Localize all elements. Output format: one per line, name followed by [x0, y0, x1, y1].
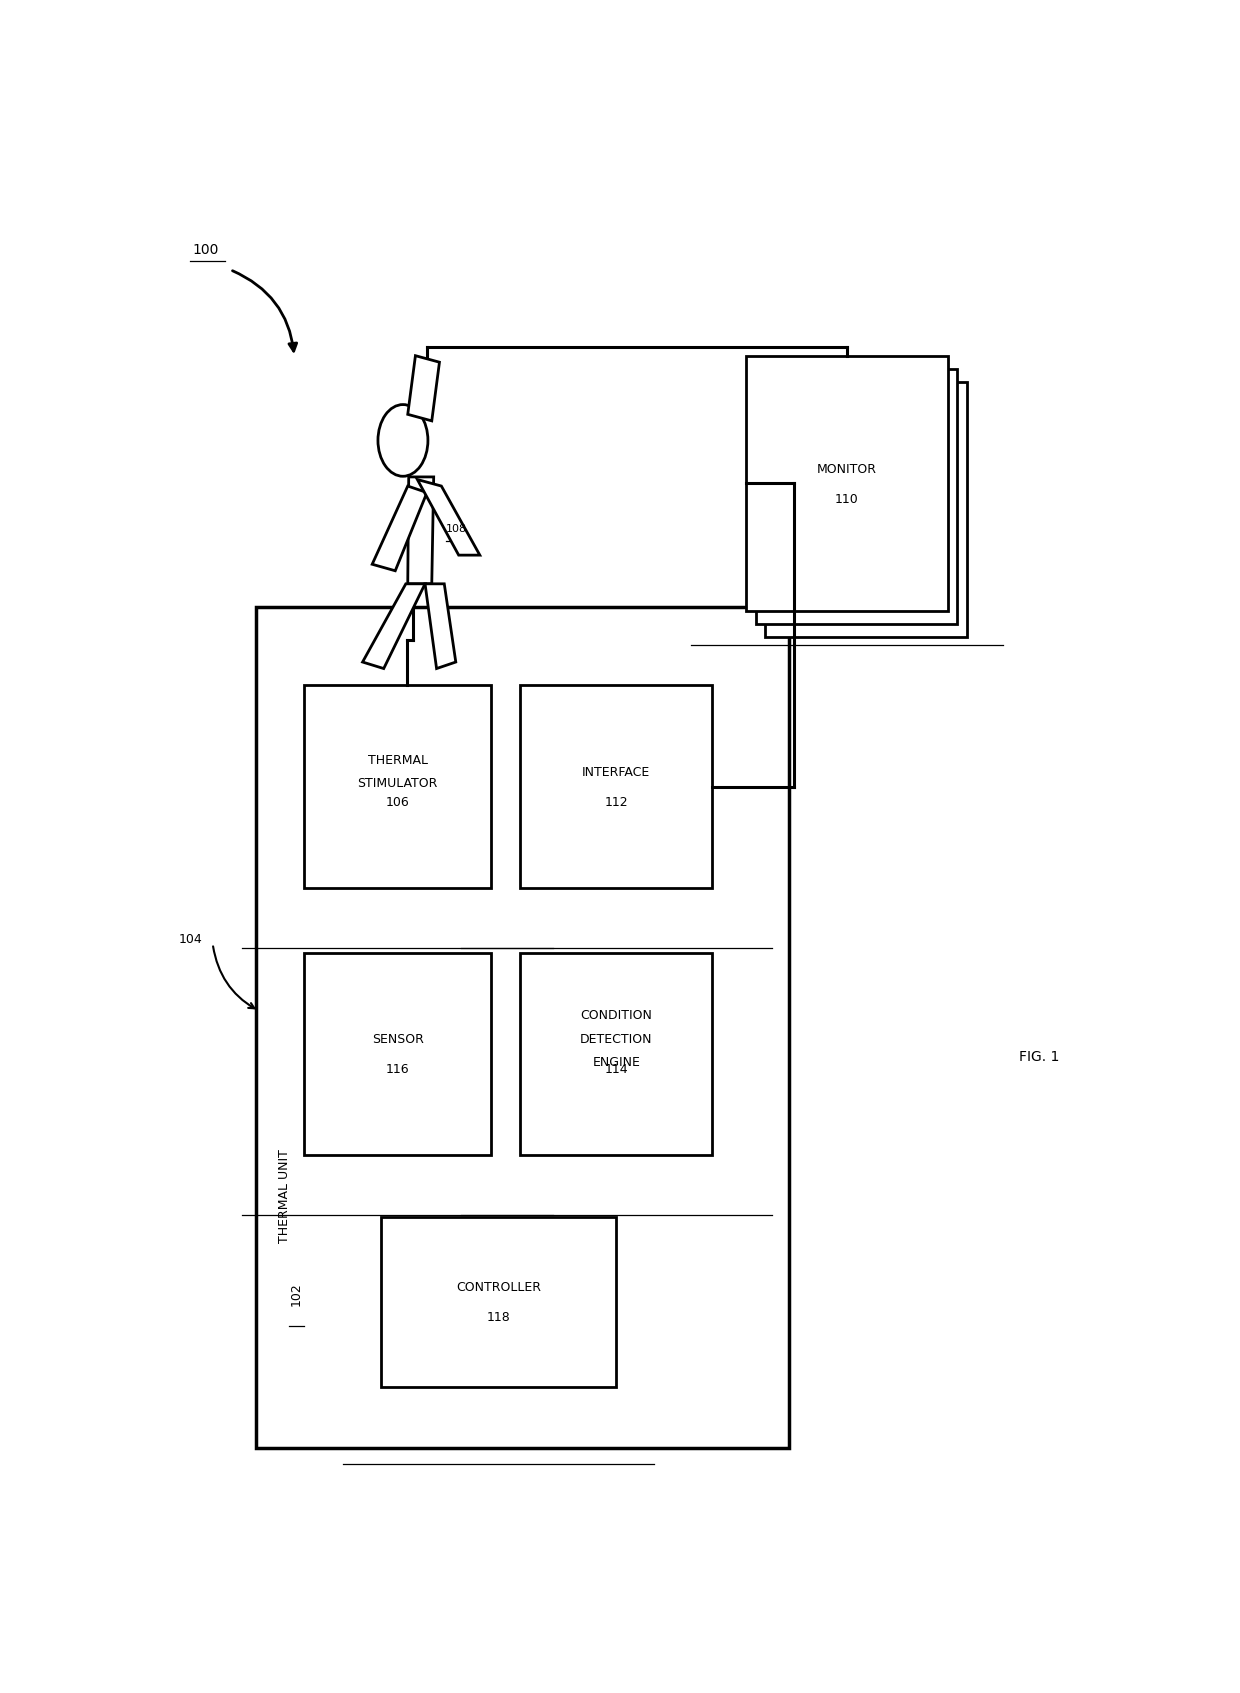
Text: 102: 102: [290, 1282, 303, 1305]
Text: 118: 118: [486, 1310, 511, 1324]
Polygon shape: [425, 584, 456, 669]
Text: 104: 104: [179, 933, 203, 946]
Text: 112: 112: [604, 796, 629, 809]
Text: 100: 100: [192, 244, 219, 257]
Text: DETECTION: DETECTION: [580, 1033, 652, 1046]
Text: INTERFACE: INTERFACE: [582, 765, 651, 779]
Bar: [746, 356, 947, 611]
Polygon shape: [408, 477, 434, 584]
Bar: [304, 686, 491, 887]
Text: 108: 108: [446, 525, 467, 533]
Polygon shape: [362, 584, 425, 669]
Text: 114: 114: [604, 1063, 629, 1075]
Bar: [521, 686, 713, 887]
Text: MONITOR: MONITOR: [817, 462, 877, 476]
Text: ENGINE: ENGINE: [593, 1056, 640, 1070]
Polygon shape: [372, 486, 427, 571]
Text: STIMULATOR: STIMULATOR: [357, 777, 438, 791]
Text: CONDITION: CONDITION: [580, 1009, 652, 1023]
Text: 116: 116: [386, 1063, 409, 1075]
Bar: [755, 369, 957, 625]
Bar: [381, 1217, 616, 1387]
Text: 106: 106: [386, 796, 409, 809]
Ellipse shape: [378, 405, 428, 476]
Text: 110: 110: [835, 493, 859, 506]
Bar: [304, 953, 491, 1155]
Polygon shape: [408, 356, 439, 422]
Bar: [255, 608, 789, 1448]
Text: SENSOR: SENSOR: [372, 1033, 424, 1046]
Text: THERMAL: THERMAL: [367, 753, 428, 767]
Text: THERMAL UNIT: THERMAL UNIT: [278, 1150, 291, 1243]
Text: CONTROLLER: CONTROLLER: [456, 1282, 541, 1293]
Bar: [521, 953, 713, 1155]
Bar: [765, 381, 967, 637]
Polygon shape: [418, 479, 480, 555]
Text: FIG. 1: FIG. 1: [1019, 1050, 1059, 1063]
